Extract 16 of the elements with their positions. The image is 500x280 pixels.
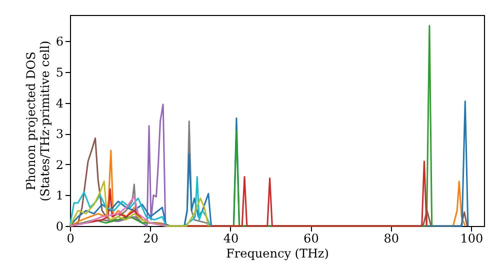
y-tick-label: 5: [56, 65, 64, 80]
y-tick-label: 2: [56, 158, 64, 172]
x-tick-label: 20: [143, 232, 158, 246]
x-tick-label: 80: [384, 232, 400, 246]
y-tick-label: 6: [56, 34, 64, 49]
y-tick-label: 3: [56, 127, 64, 142]
y-axis-title: Phonon projected DOS (States/THz·primitive cell): [24, 40, 52, 202]
x-tick-label: 0: [66, 232, 74, 246]
y-tick-label: 1: [56, 188, 64, 203]
x-tick-label: 40: [223, 232, 239, 246]
x-tick-label: 60: [304, 232, 319, 246]
x-tick-label: 100: [460, 232, 484, 246]
y-tick-label: 0: [56, 220, 64, 234]
y-tick-label: 4: [56, 96, 64, 110]
x-axis-title: Frequency (THz): [226, 246, 329, 260]
line-series: [69, 196, 168, 227]
